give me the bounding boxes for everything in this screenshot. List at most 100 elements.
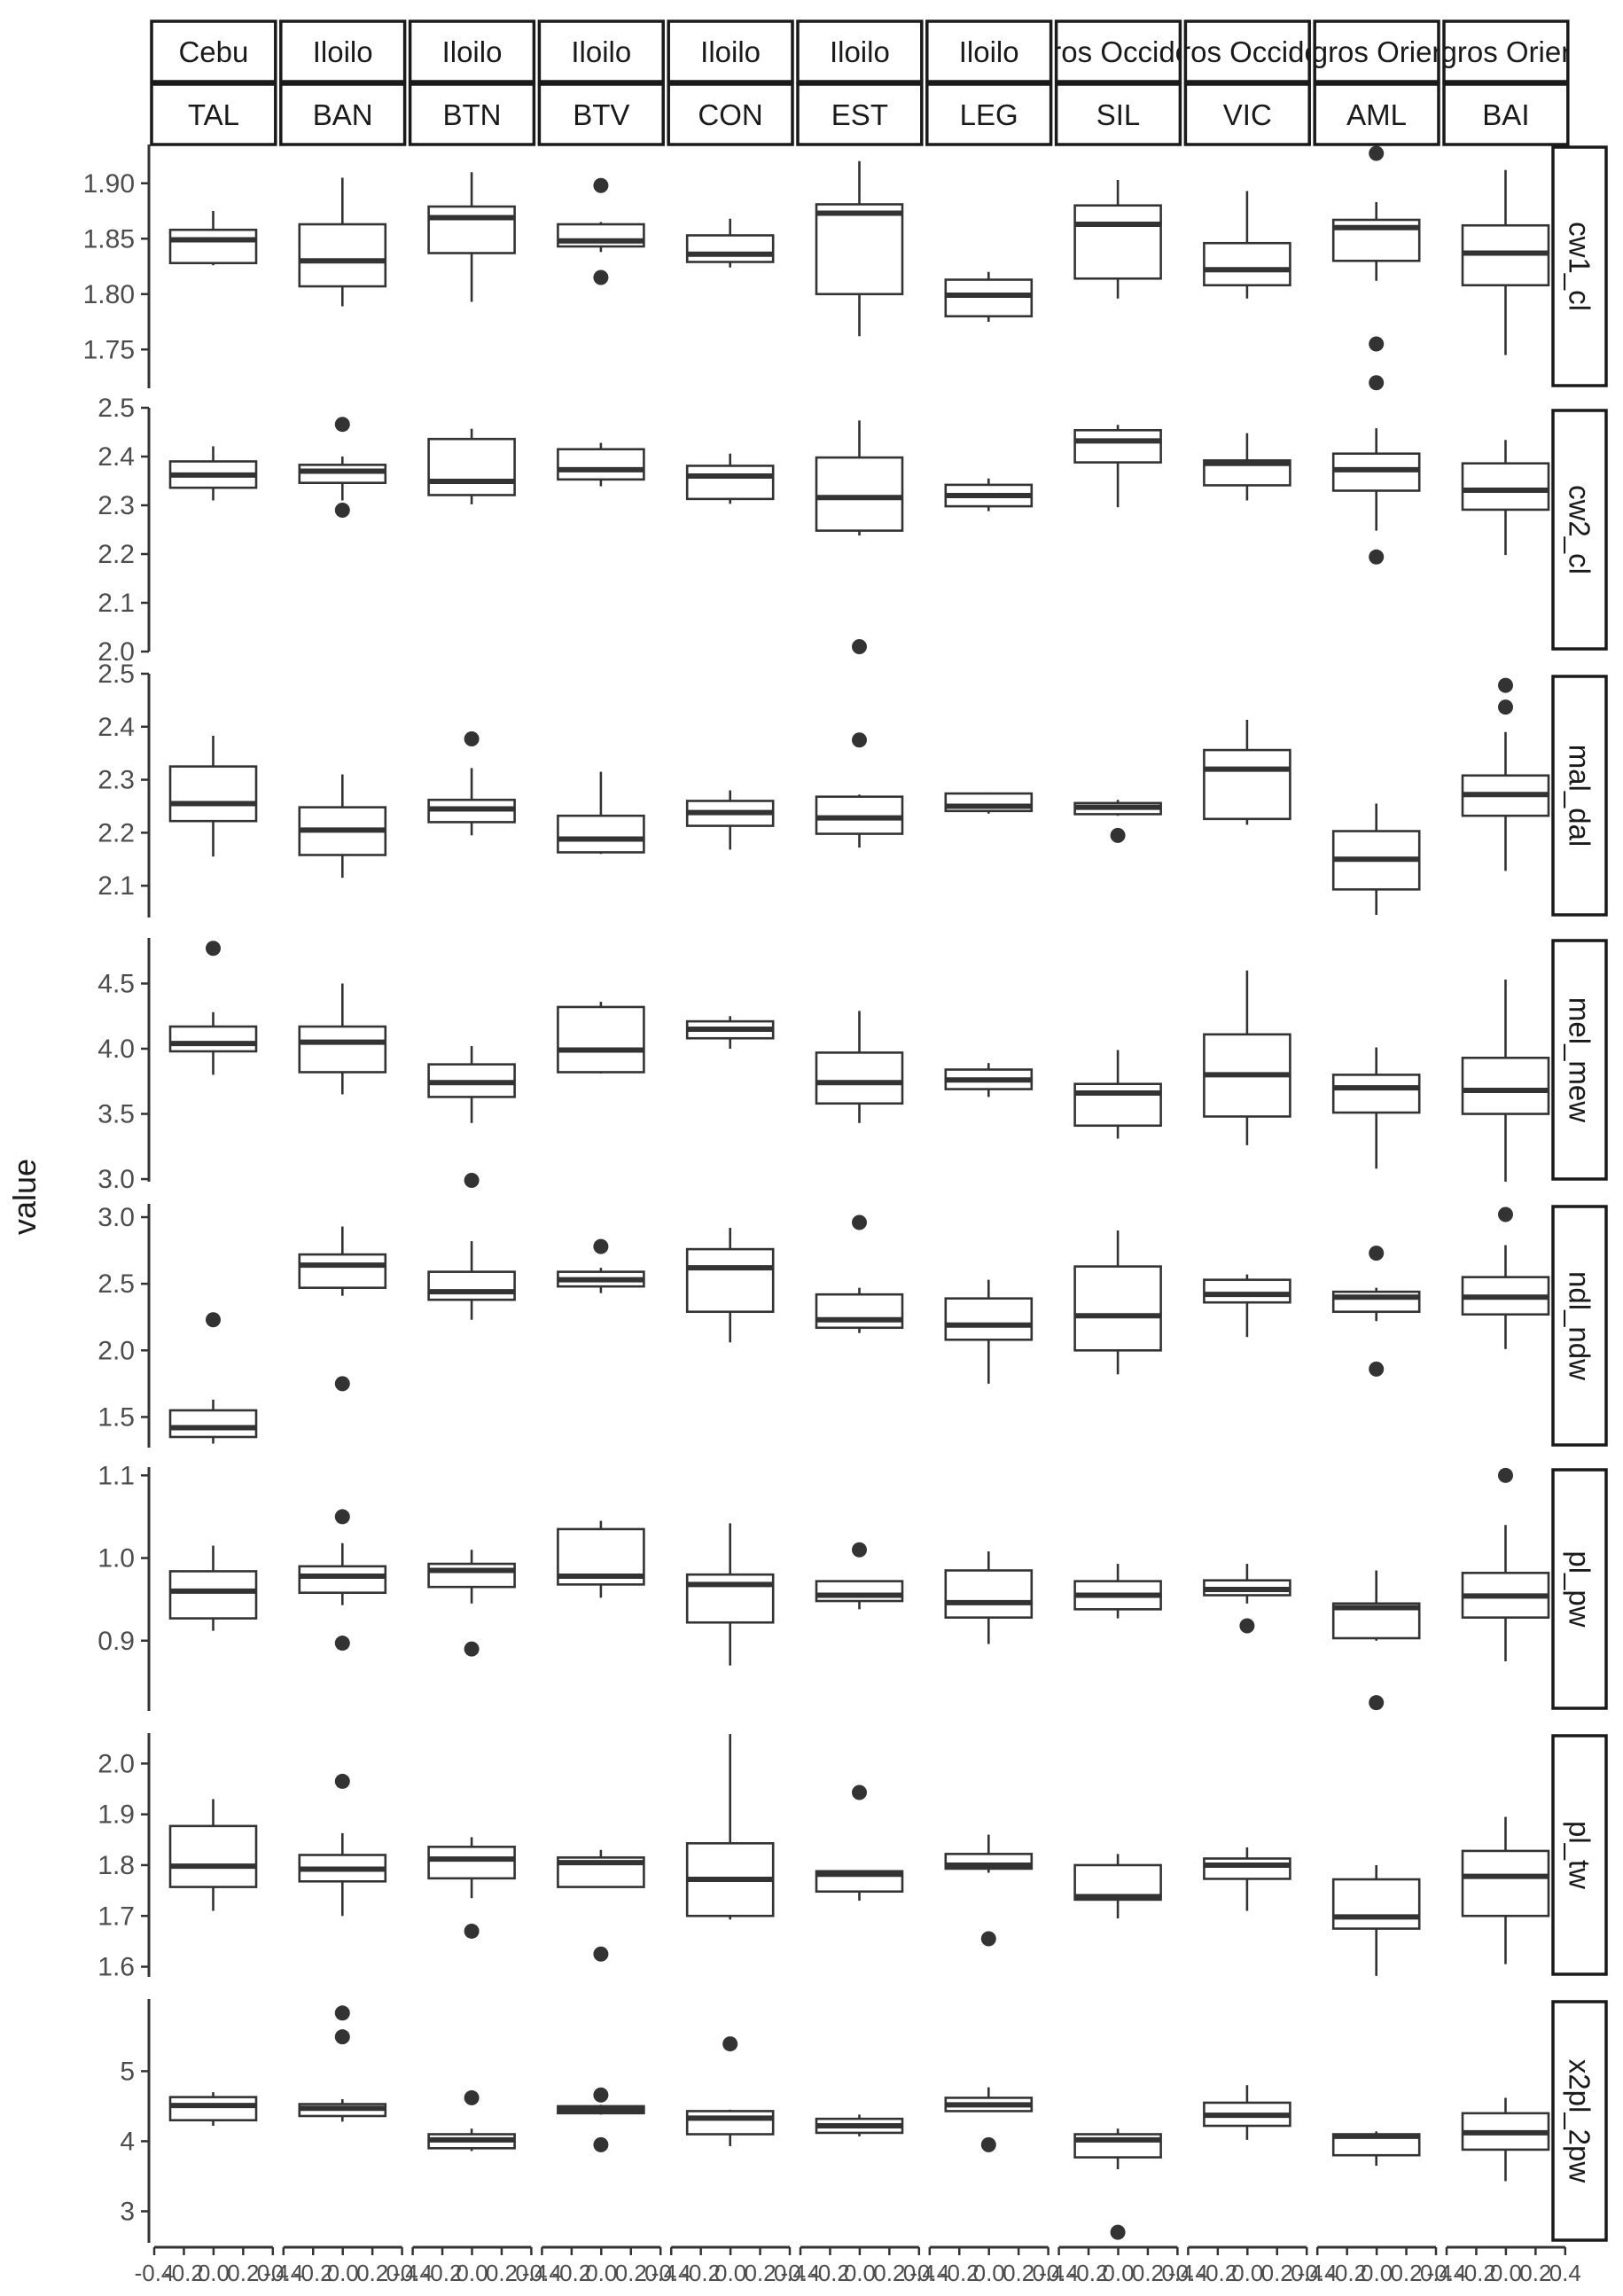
iqr-box — [685, 234, 775, 263]
x-tick-label: -0.4 — [135, 2260, 175, 2286]
iqr-box — [1203, 1278, 1291, 1304]
outlier-point — [980, 2136, 996, 2152]
x-axis-sil: -0.4-0.20.00.20.4 — [1039, 2245, 1193, 2286]
x-tick-label: -0.4 — [1427, 2260, 1467, 2286]
row-strips: cw1_cl cw2_cl mal_dal mel_mew ndl_ndw pl_pwpl… — [1551, 145, 1608, 2242]
outlier-point — [464, 1641, 480, 1657]
iqr-box — [815, 1580, 904, 1603]
boxplot-bai — [1461, 2097, 1550, 2182]
column-strip-leg: Iloilo LEG — [925, 20, 1053, 146]
iqr-box — [1461, 1849, 1550, 1917]
y-tick-label: 2.5 — [98, 660, 135, 689]
x-tick-label: 0.2 — [1390, 2260, 1422, 2286]
iqr-box — [427, 437, 516, 496]
outlier-point — [593, 1238, 609, 1254]
row-strip-x2pl-2pw: x2pl_2pw — [1551, 2000, 1608, 2242]
outlier-point — [334, 2029, 350, 2045]
x-tick-label: -0.4 — [1298, 2260, 1338, 2286]
y-tick-label: 3.0 — [98, 1165, 135, 1194]
row-strip-mel-mew: mel_mew — [1551, 939, 1608, 1181]
iqr-box — [1331, 1074, 1421, 1114]
outlier-point — [464, 2089, 480, 2105]
x-tick-label: 0.0 — [1102, 2260, 1134, 2286]
site-strip-box — [1442, 82, 1570, 146]
boxplot-con — [685, 1228, 775, 1343]
x-axis-est: -0.4-0.20.00.20.4 — [781, 2245, 935, 2286]
boxplot-tal — [168, 446, 258, 501]
iqr-box — [685, 1573, 775, 1624]
y-tick-label: 2.3 — [98, 491, 135, 520]
outlier-point — [593, 2136, 609, 2152]
boxplot-leg — [944, 792, 1034, 814]
boxplot-bai — [1461, 440, 1550, 556]
boxplot-ban — [298, 983, 387, 1095]
column-strip-aml: Negros Oriental AML — [1313, 20, 1440, 146]
iqr-box — [298, 1253, 387, 1289]
outlier-point — [1369, 1695, 1385, 1711]
boxplot-est — [815, 732, 904, 848]
iqr-box — [944, 1297, 1034, 1341]
x-tick-label: 0.2 — [1519, 2260, 1551, 2286]
boxplot-est — [815, 160, 904, 337]
boxplot-leg — [944, 271, 1034, 322]
y-tick-label: 4.0 — [98, 1035, 135, 1064]
x-tick-label: 0.2 — [1003, 2260, 1034, 2286]
iqr-box — [1073, 204, 1162, 280]
x-tick-label: 0.2 — [486, 2260, 518, 2286]
province-strip-box — [279, 20, 407, 83]
row-strip-box — [1551, 1468, 1608, 1710]
panel-cw1-cl: 1.75 1.80 1.85 1.90 — [83, 144, 1550, 391]
row-strip-box — [1551, 939, 1608, 1181]
x-axis-bai: -0.4-0.20.00.20.4 — [1427, 2245, 1581, 2286]
y-tick-label: 1.75 — [83, 335, 135, 364]
x-axis-leg: -0.4-0.20.00.20.4 — [909, 2245, 1065, 2286]
iqr-box — [427, 1270, 516, 1301]
row-strip-box — [1551, 1734, 1608, 1976]
panel-pl-pw: 0.9 1.0 1.1 — [98, 1461, 1550, 1711]
y-tick-label: 1.9 — [98, 1800, 135, 1830]
x-tick-label: -0.2 — [810, 2260, 850, 2286]
boxplot-tal — [168, 941, 258, 1075]
site-strip-label: LEG — [960, 98, 1018, 131]
province-strip-label: Iloilo — [830, 35, 890, 68]
outlier-point — [334, 503, 350, 518]
boxplot-leg — [944, 2087, 1034, 2152]
iqr-box — [1331, 1878, 1421, 1930]
iqr-box — [685, 465, 775, 501]
site-strip-label: TAL — [188, 98, 239, 131]
boxplot-con — [685, 1734, 775, 1920]
site-strip-label: BAI — [1482, 98, 1529, 131]
boxplot-ban — [298, 1509, 387, 1652]
row-strip-label: cw2_cl — [1564, 485, 1596, 574]
boxplot-bai — [1461, 980, 1550, 1182]
site-strip-label: AML — [1346, 98, 1407, 131]
row-strip-mal-dal: mal_dal — [1551, 675, 1608, 917]
boxplot-tal — [168, 1545, 258, 1631]
boxplot-ban — [298, 177, 387, 307]
iqr-box — [168, 765, 258, 823]
x-tick-label: 0.2 — [1261, 2260, 1293, 2286]
site-strip-label: BTV — [573, 98, 629, 131]
x-tick-label: 0.4 — [1420, 2260, 1452, 2286]
province-strip-label: Negros Occidental — [998, 35, 1238, 68]
y-tick-label: 2.5 — [98, 1269, 135, 1299]
iqr-box — [815, 1292, 904, 1330]
boxplot-ban — [298, 2005, 387, 2122]
row-strip-label: pl_tw — [1564, 1821, 1596, 1889]
column-strip-tal: Cebu TAL — [150, 20, 277, 146]
y-tick-label: 1.8 — [98, 1851, 135, 1880]
boxplot-con — [685, 1523, 775, 1666]
outlier-point — [1369, 336, 1385, 352]
site-strip-box — [796, 82, 924, 146]
boxplot-vic — [1203, 1274, 1291, 1338]
boxplot-btn — [427, 1046, 516, 1189]
x-tick-label: -0.2 — [423, 2260, 463, 2286]
panel-cw2-cl: 2.0 2.1 2.2 2.3 2.4 2.5 — [98, 394, 1550, 667]
iqr-box — [168, 1025, 258, 1053]
column-strip-ban: Iloilo BAN — [279, 20, 407, 146]
x-tick-label: -0.4 — [393, 2260, 433, 2286]
boxplot-vic — [1203, 970, 1291, 1145]
site-strip-label: CON — [698, 98, 762, 131]
row-strip-pl-pw: pl_pw — [1551, 1468, 1608, 1710]
outlier-point — [593, 269, 609, 285]
